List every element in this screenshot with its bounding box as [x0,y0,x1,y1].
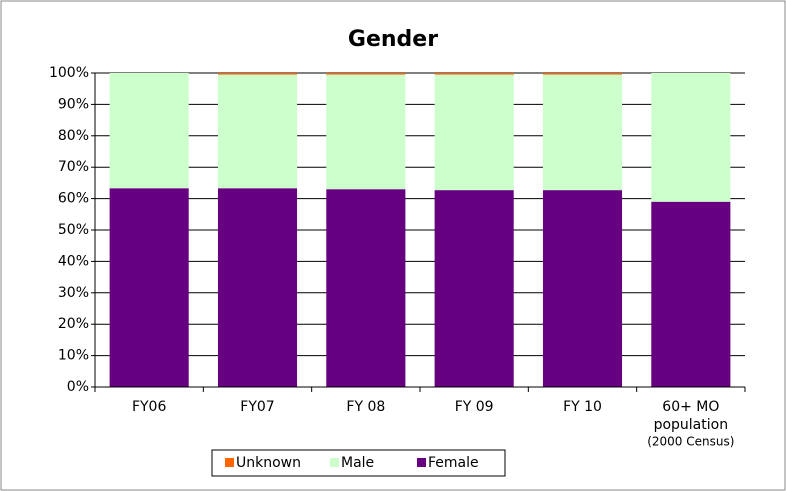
legend-label: Male [341,455,374,471]
x-tick-label: (2000 Census) [647,435,734,449]
bar-segment [109,73,189,189]
bar-segment [109,188,189,387]
x-tick-label: FY 09 [455,399,494,415]
y-tick-label: 50% [58,222,89,238]
legend-swatch [225,458,234,467]
legend-swatch [330,458,339,467]
bar-segment [326,189,406,387]
y-tick-label: 70% [58,159,89,175]
x-tick-label: FY06 [132,399,167,415]
bar-segment [651,201,731,387]
y-tick-label: 20% [58,316,89,332]
y-tick-label: 10% [58,348,89,364]
legend-swatch [417,458,426,467]
y-tick-label: 30% [58,285,89,301]
x-tick-label: population [654,417,729,433]
y-tick-label: 0% [67,379,89,395]
bar-segment [326,73,406,75]
x-tick-label: FY 10 [563,399,602,415]
bar-segment [542,74,623,191]
bar-segment [542,73,623,75]
y-tick-label: 40% [58,253,89,269]
legend-label: Female [428,455,479,471]
bar-segment [434,190,514,387]
bar-segment [434,73,514,75]
x-tick-label: FY07 [240,399,274,415]
bar-segment [217,188,298,387]
y-tick-label: 60% [58,191,89,207]
bar-segment [326,74,406,190]
y-tick-label: 90% [58,96,89,112]
y-tick-label: 80% [58,128,89,144]
legend-box [211,449,506,477]
x-tick-label: 60+ MO [662,399,719,415]
x-tick-label: FY 08 [346,399,385,415]
bar-segment [651,73,731,202]
bar-segment [217,73,298,75]
bar-segment [542,190,623,387]
bar-segment [434,74,514,191]
legend-label: Unknown [236,455,301,471]
chart-title: Gender [348,27,438,52]
y-tick-label: 100% [49,65,89,81]
bar-segment [217,74,298,189]
